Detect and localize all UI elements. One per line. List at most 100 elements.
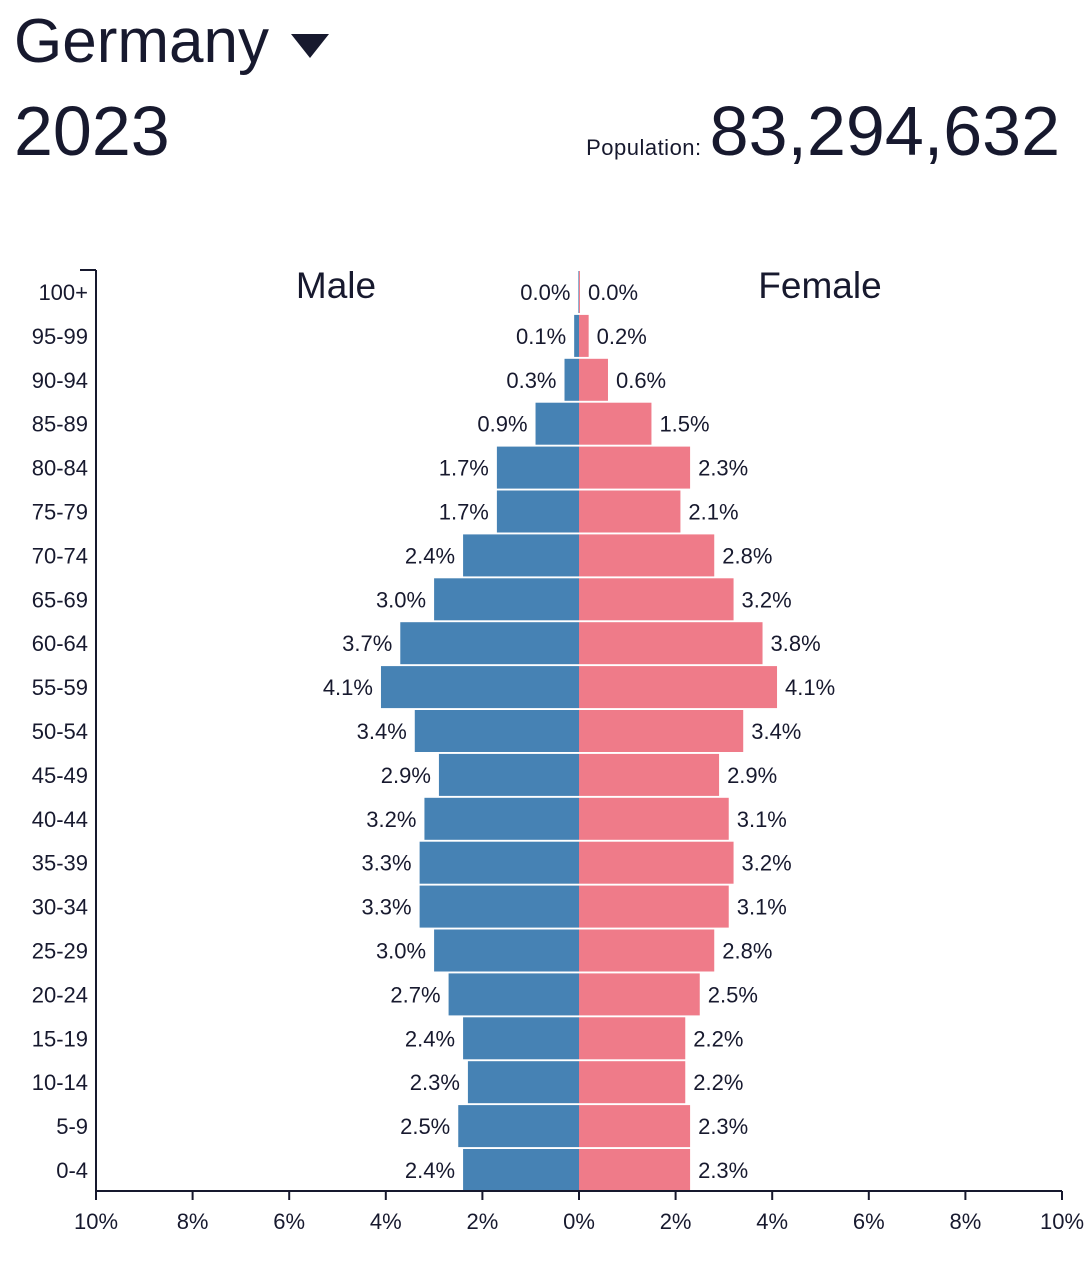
female-bar-0-4 [579,1149,691,1191]
female-bar-95-99 [579,314,589,357]
male-bar-10-14 [467,1061,579,1104]
male-value-label-25-29: 3.0% [376,938,426,963]
female-bar-5-9 [579,1105,691,1148]
age-label-70-74: 70-74 [32,543,88,568]
female-bar-40-44 [579,797,729,840]
x-tick-label-1: 8% [177,1209,209,1234]
x-tick-label-7: 4% [756,1209,788,1234]
female-value-label-100plus: 0.0% [588,280,638,305]
male-bar-85-89 [535,402,579,445]
female-value-label-15-19: 2.2% [693,1026,743,1051]
age-label-25-29: 25-29 [32,938,88,963]
age-label-20-24: 20-24 [32,982,88,1007]
female-value-label-75-79: 2.1% [688,499,738,524]
age-label-65-69: 65-69 [32,587,88,612]
country-selector[interactable]: Germany [14,2,329,82]
female-bar-50-54 [579,710,744,752]
male-bar-90-94 [564,358,579,401]
age-label-90-94: 90-94 [32,368,88,393]
male-value-label-100plus: 0.0% [520,280,570,305]
female-value-label-5-9: 2.3% [698,1114,748,1139]
age-label-30-34: 30-34 [32,895,88,920]
male-bar-65-69 [434,578,579,621]
male-bar-45-49 [438,753,579,796]
female-bar-30-34 [579,885,729,928]
male-value-label-35-39: 3.3% [361,851,411,876]
male-value-label-65-69: 3.0% [376,587,426,612]
male-bar-25-29 [434,929,579,972]
population-display: Population: 83,294,632 [586,88,1060,174]
x-tick-label-9: 8% [950,1209,982,1234]
male-value-label-90-94: 0.3% [506,368,556,393]
female-value-label-65-69: 3.2% [742,587,792,612]
female-bar-75-79 [579,490,681,533]
male-bar-35-39 [419,841,579,884]
female-value-label-35-39: 3.2% [742,851,792,876]
male-value-label-15-19: 2.4% [405,1026,455,1051]
female-bar-60-64 [579,622,763,665]
male-bar-60-64 [400,622,579,665]
female-value-label-55-59: 4.1% [785,675,835,700]
male-bar-50-54 [414,710,579,752]
male-value-label-40-44: 3.2% [366,807,416,832]
female-value-label-10-14: 2.2% [693,1070,743,1095]
male-bar-15-19 [463,1017,579,1060]
age-label-100plus: 100+ [38,280,88,305]
age-label-50-54: 50-54 [32,719,88,744]
male-value-label-95-99: 0.1% [516,324,566,349]
age-label-40-44: 40-44 [32,807,88,832]
series-label-female: Female [758,265,881,306]
male-value-label-50-54: 3.4% [357,719,407,744]
age-label-80-84: 80-84 [32,456,88,481]
x-tick-label-4: 2% [467,1209,499,1234]
male-value-label-10-14: 2.3% [410,1070,460,1095]
male-value-label-80-84: 1.7% [439,456,489,481]
male-bar-30-34 [419,885,579,928]
age-label-15-19: 15-19 [32,1026,88,1051]
female-bar-10-14 [579,1061,686,1104]
female-value-label-70-74: 2.8% [722,543,772,568]
population-value: 83,294,632 [709,92,1060,170]
male-bar-40-44 [424,797,579,840]
male-value-label-75-79: 1.7% [439,499,489,524]
male-bar-70-74 [463,534,579,577]
male-value-label-85-89: 0.9% [477,412,527,437]
female-bar-100plus [579,271,580,313]
female-bar-80-84 [579,446,691,489]
x-tick-label-2: 6% [273,1209,305,1234]
x-tick-label-0: 10% [74,1209,118,1234]
female-bar-90-94 [579,358,608,401]
female-bar-55-59 [579,666,778,709]
x-tick-label-3: 4% [370,1209,402,1234]
female-value-label-20-24: 2.5% [708,982,758,1007]
male-value-label-0-4: 2.4% [405,1158,455,1183]
x-tick-label-8: 6% [853,1209,885,1234]
male-bar-80-84 [496,446,579,489]
male-value-label-5-9: 2.5% [400,1114,450,1139]
female-bar-45-49 [579,753,720,796]
female-bar-85-89 [579,402,652,445]
female-value-label-30-34: 3.1% [737,895,787,920]
age-label-60-64: 60-64 [32,631,88,656]
age-label-95-99: 95-99 [32,324,88,349]
series-label-male: Male [296,265,376,306]
female-value-label-85-89: 1.5% [659,412,709,437]
age-label-35-39: 35-39 [32,851,88,876]
age-label-10-14: 10-14 [32,1070,88,1095]
caret-down-icon[interactable] [290,34,329,58]
age-label-45-49: 45-49 [32,763,88,788]
x-tick-label-10: 10% [1040,1209,1084,1234]
female-bar-65-69 [579,578,734,621]
x-tick-label-6: 2% [660,1209,692,1234]
female-value-label-25-29: 2.8% [722,938,772,963]
male-value-label-60-64: 3.7% [342,631,392,656]
female-bar-25-29 [579,929,715,972]
male-value-label-45-49: 2.9% [381,763,431,788]
age-label-75-79: 75-79 [32,499,88,524]
female-bar-15-19 [579,1017,686,1060]
age-label-85-89: 85-89 [32,412,88,437]
year-label: 2023 [14,92,170,170]
female-value-label-80-84: 2.3% [698,456,748,481]
female-value-label-95-99: 0.2% [597,324,647,349]
population-label: Population: [586,135,702,160]
